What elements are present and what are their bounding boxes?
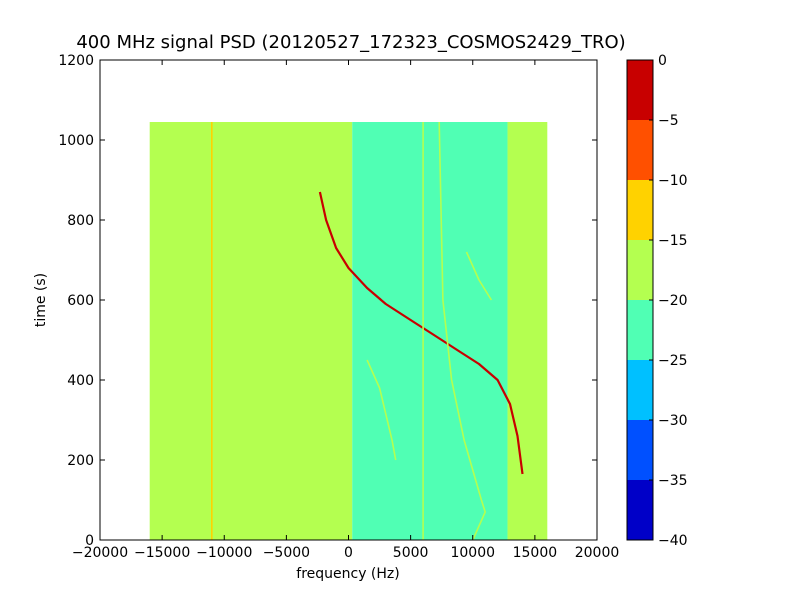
y-tick-label: 200 — [67, 453, 94, 469]
colorbar-level-1 — [627, 420, 653, 480]
colorbar-tick-label: −25 — [658, 353, 688, 369]
x-tick-label: −15000 — [134, 545, 190, 561]
y-tick-label: 600 — [67, 293, 94, 309]
x-tick-label: −20000 — [72, 545, 128, 561]
y-axis-label: time (s) — [33, 273, 49, 327]
colorbar-level-0 — [627, 480, 653, 540]
x-axis: −20000 −15000 −10000 −5000 0 5000 10000 15000 20… — [72, 60, 619, 561]
colorbar — [627, 60, 653, 540]
x-tick-label: 15000 — [513, 545, 558, 561]
signal-trace-3 — [438, 121, 486, 541]
colorbar-level-2 — [627, 360, 653, 420]
x-tick-label: −10000 — [196, 545, 252, 561]
colorbar-tick-label: −15 — [658, 233, 688, 249]
y-tick-label: 1200 — [58, 53, 94, 69]
x-tick-label: 5000 — [393, 545, 429, 561]
colorbar-level-7 — [627, 60, 653, 120]
x-tick-label: 0 — [344, 545, 353, 561]
colorbar-tick-label: −10 — [658, 173, 688, 189]
y-tick-label: 400 — [67, 373, 94, 389]
y-tick-label: 1000 — [58, 133, 94, 149]
chart-title: 400 MHz signal PSD (20120527_172323_COSM… — [76, 32, 625, 53]
x-tick-label: 20000 — [575, 545, 620, 561]
colorbar-level-6 — [627, 120, 653, 180]
signal-trace-5 — [366, 359, 397, 461]
colorbar-tick-label: −40 — [658, 533, 688, 549]
colorbar-level-3 — [627, 300, 653, 360]
colorbar-tick-label: −35 — [658, 473, 688, 489]
colorbar-tick-label: −5 — [658, 113, 679, 129]
heatmap-region-2 — [507, 122, 548, 540]
heatmap-region-0 — [149, 122, 353, 540]
colorbar-axis: 0 −5 −10 −15 −20 −25 −30 −35 −40 — [649, 53, 688, 549]
x-axis-label: frequency (Hz) — [296, 566, 399, 582]
signal-trace-4 — [465, 251, 493, 301]
colorbar-level-4 — [627, 240, 653, 300]
colorbar-tick-label: −20 — [658, 293, 688, 309]
colorbar-tick-label: 0 — [658, 53, 667, 69]
x-tick-label: 10000 — [450, 545, 495, 561]
y-tick-label: 800 — [67, 213, 94, 229]
heatmap-region-1 — [352, 122, 508, 540]
colorbar-tick-label: −30 — [658, 413, 688, 429]
plot-area — [149, 121, 548, 541]
y-axis: 0 200 400 600 800 1000 1200 — [58, 53, 597, 549]
y-tick-label: 0 — [85, 533, 94, 549]
x-tick-label: −5000 — [263, 545, 310, 561]
colorbar-level-5 — [627, 180, 653, 240]
